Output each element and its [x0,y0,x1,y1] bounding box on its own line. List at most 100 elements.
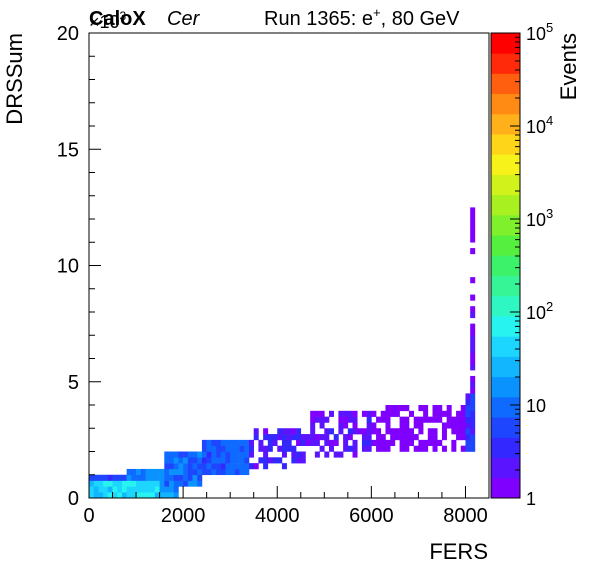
heatmap-cell [446,422,452,429]
heatmap-cell [258,445,264,452]
heatmap-cell [154,468,160,476]
heatmap-cell [380,439,386,446]
heatmap-cell [220,468,226,476]
heatmap-cell [281,428,287,435]
heatmap-cell [244,457,250,464]
colorbar-segment [491,113,520,135]
heatmap-cell [413,434,419,441]
heatmap-cell [201,468,207,476]
heatmap-cell [107,474,113,481]
heatmap-cell [136,468,142,476]
heatmap-cell [456,416,462,423]
heatmap-cell [154,480,160,487]
heatmap-cell [183,474,189,481]
heatmap-cell [399,405,405,412]
heatmap-cell [460,428,466,435]
heatmap-cell [390,410,396,417]
heatmap-cell [399,445,405,452]
colorbar-segment [491,396,520,418]
heatmap-cell [244,445,250,452]
heatmap-cell [451,428,457,435]
heatmap-cell [121,480,127,487]
colorbar-segment [491,477,520,499]
heatmap-cell [286,434,292,441]
heatmap-cell [150,486,156,493]
heatmap-cell [258,439,264,446]
colorbar-segment [491,295,520,317]
heatmap-cell [183,480,189,487]
heatmap-cell [314,434,320,441]
heatmap-cell [206,457,212,464]
heatmap-cell [159,468,165,476]
heatmap-cell [169,480,175,487]
heatmap-cell [239,457,245,464]
heatmap-cell [343,422,349,429]
heatmap-cell [93,474,99,481]
heatmap-cell [460,416,466,423]
heatmap-cell [347,445,353,452]
colorbar-segment [491,336,520,357]
heatmap-cell [418,405,424,412]
heatmap-cell [432,434,438,441]
heatmap-cell [446,416,452,423]
heatmap-cell [470,405,476,412]
heatmap-cell [187,451,193,458]
heatmap-cell [470,434,476,441]
heatmap-cell [310,434,316,441]
heatmap-cell [300,451,306,458]
heatmap-cell [352,428,358,435]
heatmap-cell [385,422,391,429]
heatmap-cell [211,451,217,458]
heatmap-cell [164,457,170,464]
heatmap-cell [164,486,170,493]
heatmap-cell [169,457,175,464]
heatmap-cell [418,439,424,446]
heatmap-cell [107,486,113,493]
heatmap-cell [470,381,476,388]
y-tick-label: 20 [57,23,79,45]
heatmap-cell [216,457,222,464]
heatmap-cell [159,486,165,493]
heatmap-cell [225,468,231,476]
heatmap-cell [234,439,240,446]
heatmap-cell [145,486,151,493]
heatmap-cell [154,486,160,493]
heatmap-cell [380,445,386,452]
heatmap-cell [206,463,212,470]
heatmap-cell [230,451,236,458]
heatmap-cell [89,480,95,487]
heatmap-cells [89,207,476,499]
heatmap-cell [126,486,132,493]
heatmap-cell [371,410,377,417]
heatmap-cell [465,399,471,406]
heatmap-cell [258,457,264,464]
heatmap-cell [423,445,429,452]
heatmap-cell [470,399,476,406]
heatmap-cell [451,445,457,452]
heatmap-cell [239,468,245,476]
heatmap-cell [409,434,415,441]
heatmap-cell [220,457,226,464]
heatmap-cell [187,463,193,470]
heatmap-cell [272,457,278,464]
heatmap-cell [206,468,212,476]
heatmap-cell [338,428,344,435]
heatmap-cell [347,416,353,423]
heatmap-cell [107,480,113,487]
heatmap-cell [376,434,382,441]
heatmap-cell [437,416,443,423]
heatmap-cell [324,428,330,435]
heatmap-cell [446,405,452,412]
x-tick-label: 0 [83,505,94,527]
heatmap-cell [225,457,231,464]
heatmap-cell [197,468,203,476]
heatmap-cell [206,445,212,452]
heatmap-cell [192,474,198,481]
heatmap-cell [470,236,476,243]
heatmap-cell [230,457,236,464]
heatmap-cell [423,439,429,446]
heatmap-cell [173,457,179,464]
heatmap-cell [366,428,372,435]
channel-label: Cer [167,8,201,30]
heatmap-cell [136,474,142,481]
